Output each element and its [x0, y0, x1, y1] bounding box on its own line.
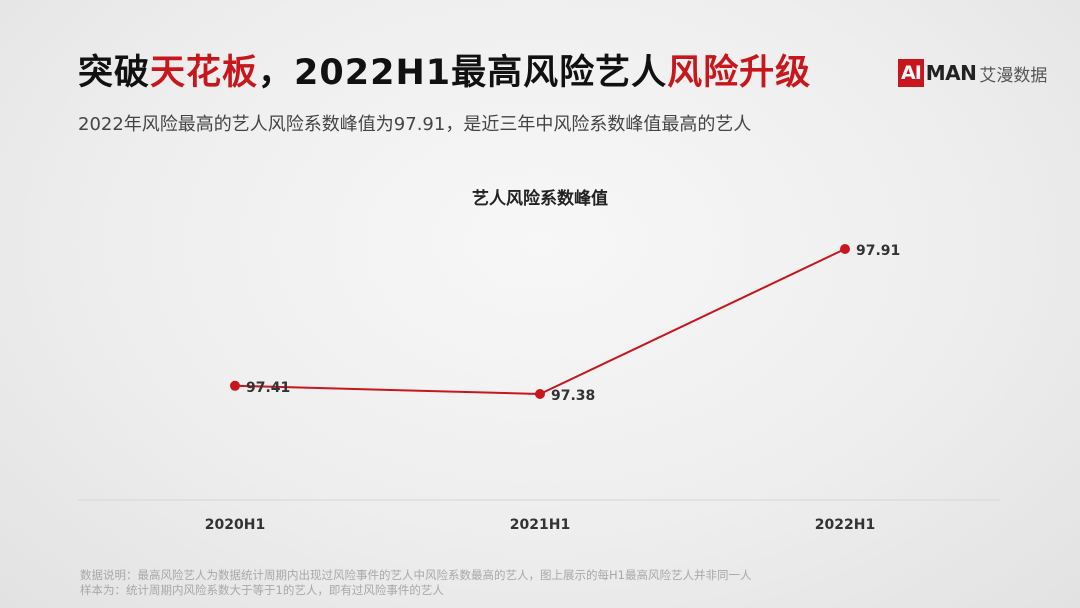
- data-point: [535, 389, 545, 399]
- data-note-2: 样本为：统计周期内风险系数大于等于1的艺人，即有过风险事件的艺人: [80, 583, 444, 597]
- x-tick-label: 2021H1: [510, 517, 570, 533]
- chart-title: 艺人风险系数峰值: [472, 189, 608, 209]
- data-label: 97.41: [246, 380, 290, 396]
- data-point: [230, 380, 240, 391]
- data-point: [840, 244, 850, 254]
- data-label: 97.91: [856, 243, 900, 259]
- data-points: [230, 244, 850, 399]
- page-title: 突破天花板，2022H1最高风险艺人风险升级: [78, 44, 811, 95]
- page-subtitle: 2022年风险最高的艺人风险系数峰值为97.91，是近三年中风险系数峰值最高的艺…: [78, 114, 752, 135]
- data-note-1: 数据说明：最高风险艺人为数据统计周期内出现过风险事件的艺人中风险系数最高的艺人，…: [80, 568, 752, 582]
- logo-chinese-name: 艾漫数据: [979, 65, 1048, 86]
- x-tick-label: 2020H1: [205, 517, 265, 533]
- logo-man-mark: MAN: [925, 61, 977, 85]
- title-part-1: 突破: [78, 53, 151, 93]
- title-highlight-2: 风险升级: [667, 53, 812, 93]
- series-line: [234, 248, 846, 396]
- logo-ai-mark: AI: [898, 59, 924, 87]
- x-tick-label: 2022H1: [815, 517, 875, 533]
- x-tick-labels: 2020H1 2021H1 2022H1: [205, 517, 875, 533]
- title-part-2: ，2022H1最高风险艺人: [258, 53, 668, 93]
- data-label: 97.38: [551, 388, 595, 404]
- title-highlight-1: 天花板: [150, 53, 259, 93]
- data-labels: 97.41 97.38 97.91: [246, 243, 900, 404]
- brand-logo: AI MAN 艾漫数据: [898, 58, 1047, 88]
